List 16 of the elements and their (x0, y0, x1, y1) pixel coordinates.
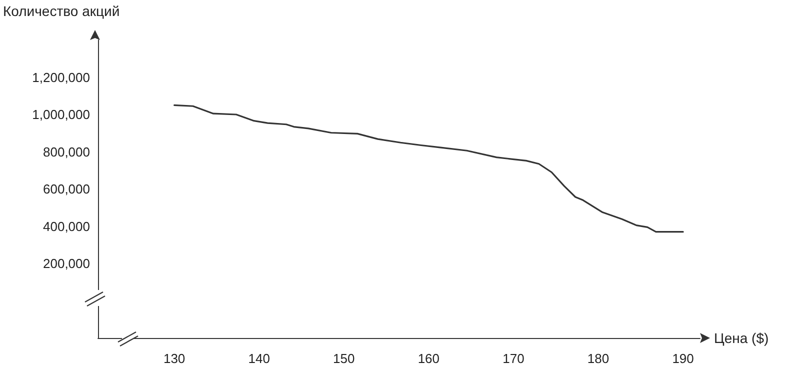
y-tick-label: 1,000,000 (32, 107, 90, 122)
line-series (174, 104, 684, 233)
x-tick-label: 160 (418, 351, 440, 366)
x-tick-label: 180 (587, 351, 610, 366)
y-tick-label: 1,200,000 (32, 70, 90, 85)
y-tick-label: 200,000 (43, 256, 90, 271)
y-axis-title: Количество акций (3, 3, 120, 19)
x-tick-label: 140 (248, 351, 270, 366)
y-tick-label: 600,000 (43, 182, 90, 196)
x-tick-label: 150 (333, 351, 355, 366)
y-tick-label: 400,000 (43, 218, 90, 234)
x-tick-label: 130 (163, 351, 186, 366)
y-tick-label: 800,000 (43, 144, 90, 160)
x-tick-label: 170 (502, 351, 524, 366)
x-axis-title: Цена ($) (714, 330, 769, 346)
x-tick-label: 190 (672, 351, 694, 366)
